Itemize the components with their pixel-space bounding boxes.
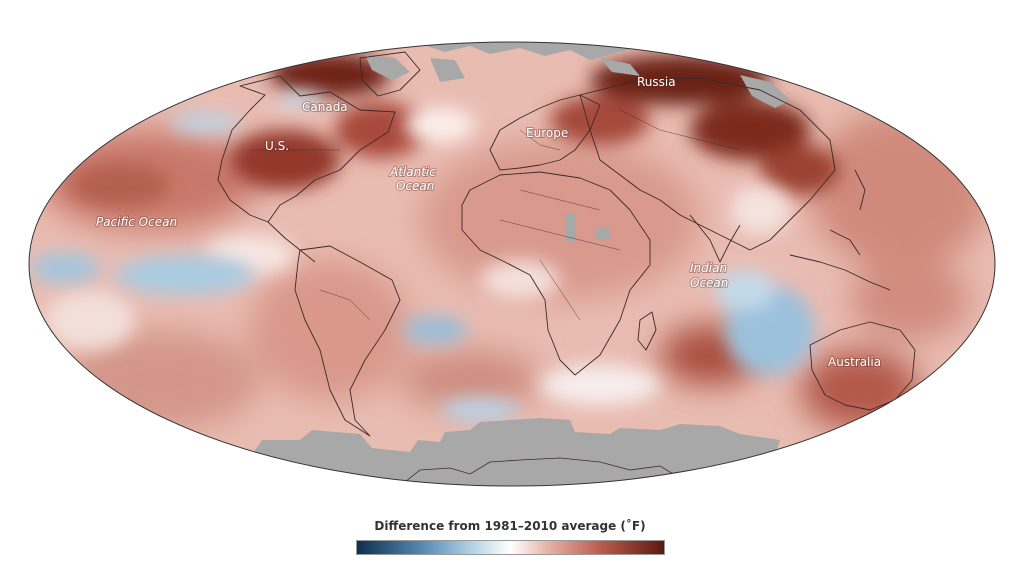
label-indian-line1: Indian — [690, 261, 727, 275]
temperature-anomaly-map: Canada U.S. Russia Europe Atlantic Ocean… — [28, 41, 996, 487]
label-us: U.S. — [265, 139, 289, 153]
legend-color-scale — [356, 540, 665, 555]
label-atlantic-line1: Atlantic — [389, 165, 436, 179]
label-europe: Europe — [526, 126, 568, 140]
label-russia: Russia — [637, 75, 676, 89]
label-indian-line2: Ocean — [690, 276, 728, 290]
label-canada: Canada — [302, 100, 348, 114]
label-australia: Australia — [828, 355, 881, 369]
label-pacific: Pacific Ocean — [96, 215, 177, 229]
legend-title: Difference from 1981–2010 average (˚F) — [374, 519, 646, 533]
label-atlantic-line2: Ocean — [396, 179, 434, 193]
